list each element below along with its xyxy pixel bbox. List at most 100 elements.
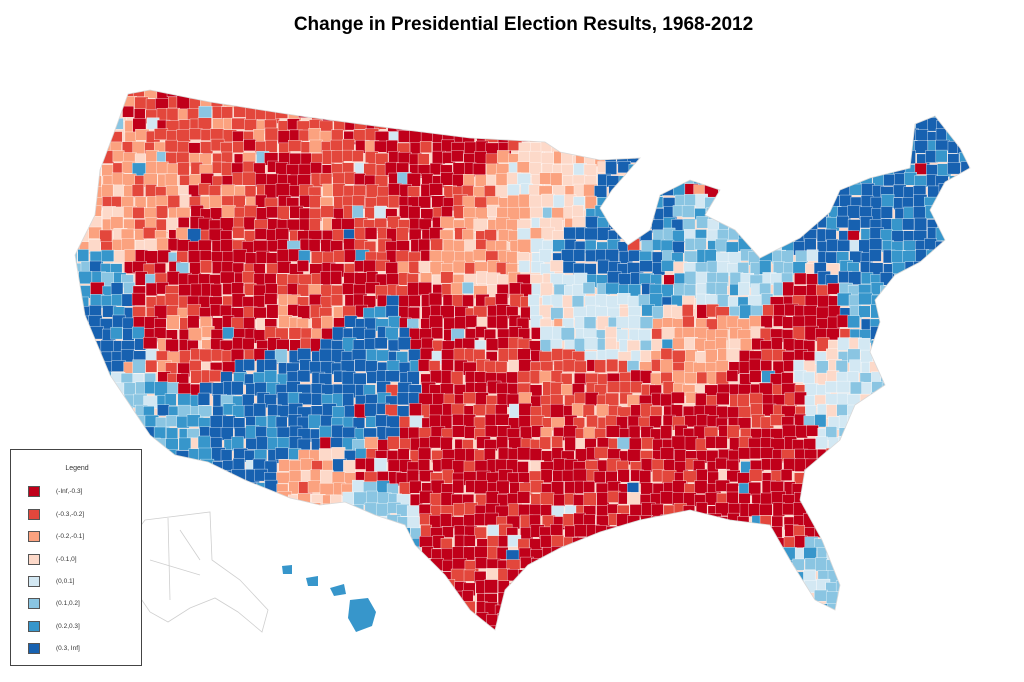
county-cell <box>220 427 234 441</box>
county-cell <box>560 327 575 341</box>
county-cell <box>904 107 917 122</box>
county-cell <box>209 415 223 428</box>
county-cell <box>782 568 796 583</box>
county-cell <box>861 162 875 177</box>
county-cell <box>354 359 367 372</box>
county-cell <box>594 557 609 571</box>
county-cell <box>388 590 401 605</box>
county-cell <box>531 558 546 572</box>
county-cell <box>838 450 852 464</box>
county-cell <box>872 437 885 451</box>
county-cell <box>968 373 970 387</box>
county-cell <box>794 272 807 285</box>
county-cell <box>131 292 146 306</box>
county-cell <box>983 548 996 561</box>
county-cell <box>562 107 575 122</box>
county-cell <box>267 569 282 584</box>
county-cell <box>113 90 127 102</box>
county-cell <box>682 549 696 564</box>
county-cell <box>265 492 278 506</box>
county-cell <box>387 108 402 123</box>
county-cell <box>804 128 817 141</box>
county-cell <box>244 97 257 109</box>
legend-item: (-0.3,-0.2] <box>28 509 138 521</box>
county-cell <box>322 90 334 99</box>
county-cell <box>340 360 355 373</box>
county-cell <box>484 425 499 438</box>
county-cell <box>254 90 269 97</box>
county-cell <box>948 272 963 286</box>
county-cell <box>960 469 970 484</box>
county-cell <box>431 637 443 649</box>
county-cell <box>278 459 292 472</box>
county-cell <box>542 107 557 121</box>
county-cell <box>759 249 774 263</box>
county-cell <box>784 94 798 108</box>
county-cell <box>981 195 993 207</box>
county-cell <box>521 634 533 647</box>
county-cell <box>956 503 970 517</box>
county-cell <box>298 547 313 562</box>
county-cell <box>628 602 642 615</box>
county-cell <box>638 141 652 156</box>
county-cell <box>893 635 906 649</box>
county-cell <box>935 494 950 507</box>
county-cell <box>365 516 378 529</box>
county-cell <box>452 460 465 475</box>
county-cell <box>904 469 918 482</box>
county-cell <box>553 557 567 570</box>
county-cell <box>716 559 729 573</box>
county-cell <box>674 449 687 463</box>
county-cell <box>704 580 717 594</box>
county-cell <box>980 449 992 463</box>
county-cell <box>782 424 797 439</box>
county-cell <box>926 394 941 406</box>
county-cell <box>893 491 906 504</box>
county-cell <box>398 527 411 542</box>
county-cell <box>320 414 333 428</box>
county-cell <box>75 329 79 342</box>
county-cell <box>617 469 630 483</box>
county-cell <box>176 129 191 143</box>
county-cell <box>187 90 200 99</box>
county-cell <box>517 569 531 583</box>
county-cell <box>573 548 587 561</box>
county-cell <box>429 436 443 449</box>
county-cell <box>891 230 904 243</box>
county-cell <box>770 613 785 627</box>
county-cell <box>748 503 761 517</box>
county-cell <box>156 601 170 614</box>
county-cell <box>751 624 766 630</box>
county-cell <box>880 318 895 330</box>
contiguous-us <box>75 90 996 649</box>
county-cell <box>143 626 156 630</box>
county-cell <box>297 493 311 506</box>
county-cell <box>639 535 653 547</box>
county-cell <box>969 197 970 209</box>
county-cell <box>861 483 874 495</box>
county-cell <box>495 185 509 198</box>
county-cell <box>958 249 970 261</box>
county-cell <box>286 615 299 630</box>
county-cell <box>641 437 655 450</box>
county-cell <box>112 184 125 198</box>
county-cell <box>145 184 157 197</box>
county-cell <box>541 637 554 648</box>
county-cell <box>837 153 852 166</box>
county-cell <box>673 559 686 574</box>
county-cell <box>759 119 773 132</box>
county-cell <box>957 613 970 626</box>
county-cell <box>307 480 321 493</box>
county-cell <box>330 294 343 306</box>
county-cell <box>926 538 940 551</box>
county-cell <box>221 505 235 519</box>
county-cell <box>265 613 279 627</box>
county-cell <box>947 329 962 342</box>
county-cell <box>968 556 970 570</box>
county-cell <box>848 560 862 572</box>
county-cell <box>474 480 488 494</box>
county-cell <box>276 249 290 263</box>
county-cell <box>860 634 872 647</box>
county-cell <box>309 195 322 209</box>
county-cell <box>551 435 563 449</box>
